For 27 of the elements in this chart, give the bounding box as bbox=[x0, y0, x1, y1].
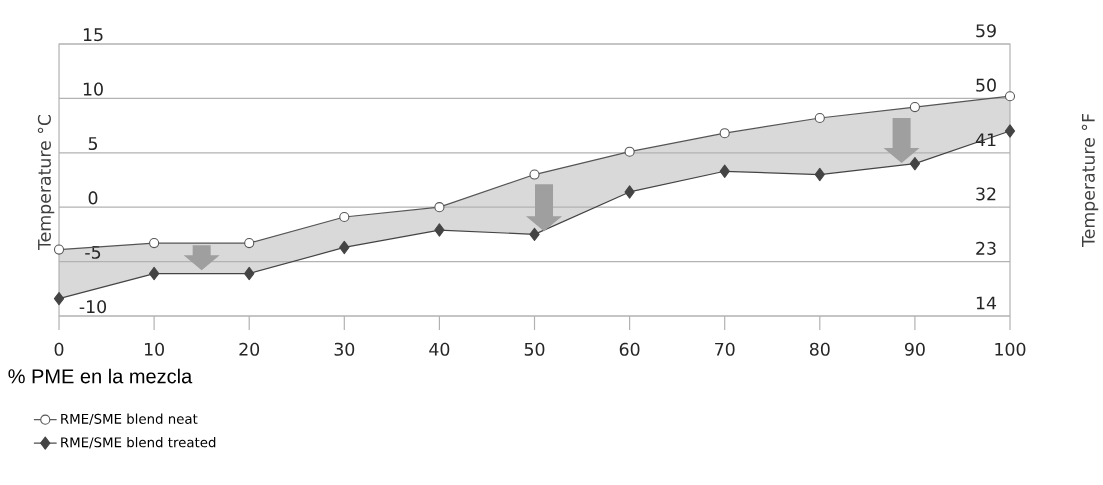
x-tick-label: 20 bbox=[239, 342, 260, 356]
y-tick-label: 0 bbox=[88, 191, 98, 205]
x-tick-label: 80 bbox=[809, 342, 830, 356]
y2-tick-label: 50 bbox=[976, 78, 996, 92]
legend-label: RME/SME blend neat bbox=[61, 413, 198, 425]
y2-tick-label: 23 bbox=[976, 241, 996, 255]
x-tick-label: 30 bbox=[334, 342, 355, 356]
x-tick-label: 70 bbox=[715, 342, 735, 356]
y2-tick-label: 59 bbox=[976, 24, 996, 38]
x-tick-label: 100 bbox=[995, 342, 1026, 356]
y-tick-label: 15 bbox=[83, 28, 103, 42]
y2-tick-label: 32 bbox=[976, 187, 996, 201]
legend-label: RME/SME blend treated bbox=[61, 437, 216, 449]
y-tick-label: 5 bbox=[88, 137, 98, 151]
y-tick-label: 10 bbox=[83, 82, 103, 96]
y-tick-label: -5 bbox=[85, 245, 101, 259]
x-tick-label: 40 bbox=[429, 342, 450, 356]
x-tick-label: 60 bbox=[619, 342, 640, 356]
y2-tick-label: 14 bbox=[976, 296, 997, 310]
y-axis-title: Temperature °C bbox=[37, 114, 55, 251]
x-axis-title: % PME en la mezcla bbox=[8, 368, 193, 384]
x-tick-label: 10 bbox=[144, 342, 164, 356]
x-tick-label: 50 bbox=[524, 342, 545, 356]
x-tick-label: 90 bbox=[904, 342, 925, 356]
y2-axis-title: Temperature °F bbox=[1081, 114, 1099, 248]
x-tick-label: 0 bbox=[54, 342, 64, 356]
y-tick-label: -10 bbox=[79, 300, 107, 314]
